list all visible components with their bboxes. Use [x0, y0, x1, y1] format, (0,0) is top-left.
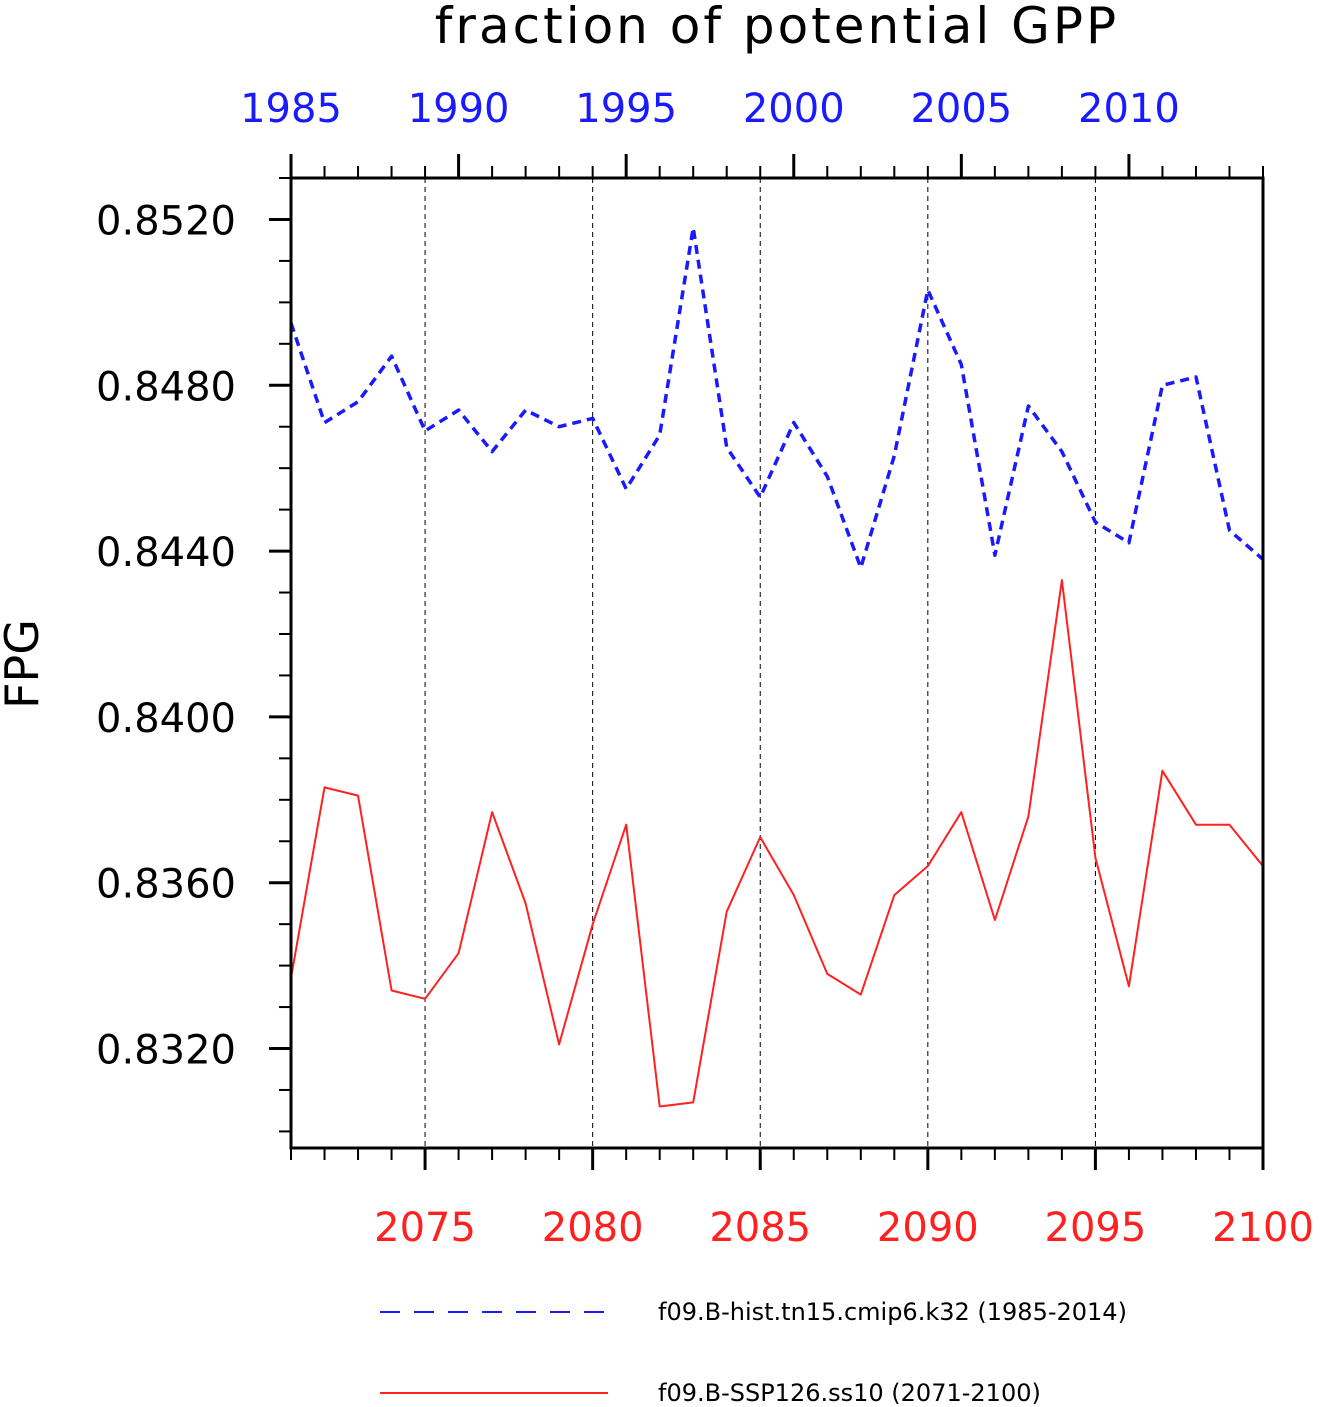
y-tick-label: 0.8320 [96, 1028, 236, 1074]
top-tick-label: 1990 [408, 86, 510, 132]
bottom-tick-label: 2085 [709, 1205, 811, 1251]
bottom-tick-label: 2090 [877, 1205, 979, 1251]
y-tick-label: 0.8360 [96, 862, 236, 908]
top-tick-label: 2005 [910, 86, 1012, 132]
top-tick-label: 1985 [240, 86, 342, 132]
y-tick-label: 0.8400 [96, 696, 236, 742]
top-tick-label: 2000 [743, 86, 845, 132]
grid-lines [424, 178, 1096, 1148]
top-tick-label: 2010 [1078, 86, 1180, 132]
y-tick-label: 0.8480 [96, 364, 236, 410]
chart-title: fraction of potential GPP [435, 0, 1119, 55]
axis-ticks [269, 154, 1265, 1170]
y-axis-label: FPG [0, 619, 49, 709]
ssp126-series-line [290, 579, 1264, 1108]
series-layer [289, 225, 1265, 1108]
bottom-axis-tick-labels: 2075 2080 2085 2090 2095 2100 [374, 1205, 1314, 1251]
bottom-tick-label: 2095 [1045, 1205, 1147, 1251]
legend-label: f09.B-SSP126.ss10 (2071-2100) [658, 1379, 1041, 1407]
top-axis-tick-labels: 1985 1990 1995 2000 2005 2010 [240, 86, 1180, 132]
top-tick-label: 1995 [575, 86, 677, 132]
bottom-tick-label: 2075 [374, 1205, 476, 1251]
plot-frame [289, 176, 1265, 1150]
legend: f09.B-hist.tn15.cmip6.k32 (1985-2014) f09… [380, 1298, 1127, 1407]
legend-label: f09.B-hist.tn15.cmip6.k32 (1985-2014) [658, 1298, 1127, 1326]
historical-series-line [289, 225, 1265, 570]
bottom-tick-label: 2080 [542, 1205, 644, 1251]
y-tick-labels: 0.8320 0.8360 0.8400 0.8440 0.8480 0.8520 [96, 198, 236, 1073]
bottom-tick-label: 2100 [1212, 1205, 1314, 1251]
y-tick-label: 0.8440 [96, 530, 236, 576]
y-tick-label: 0.8520 [96, 198, 236, 244]
